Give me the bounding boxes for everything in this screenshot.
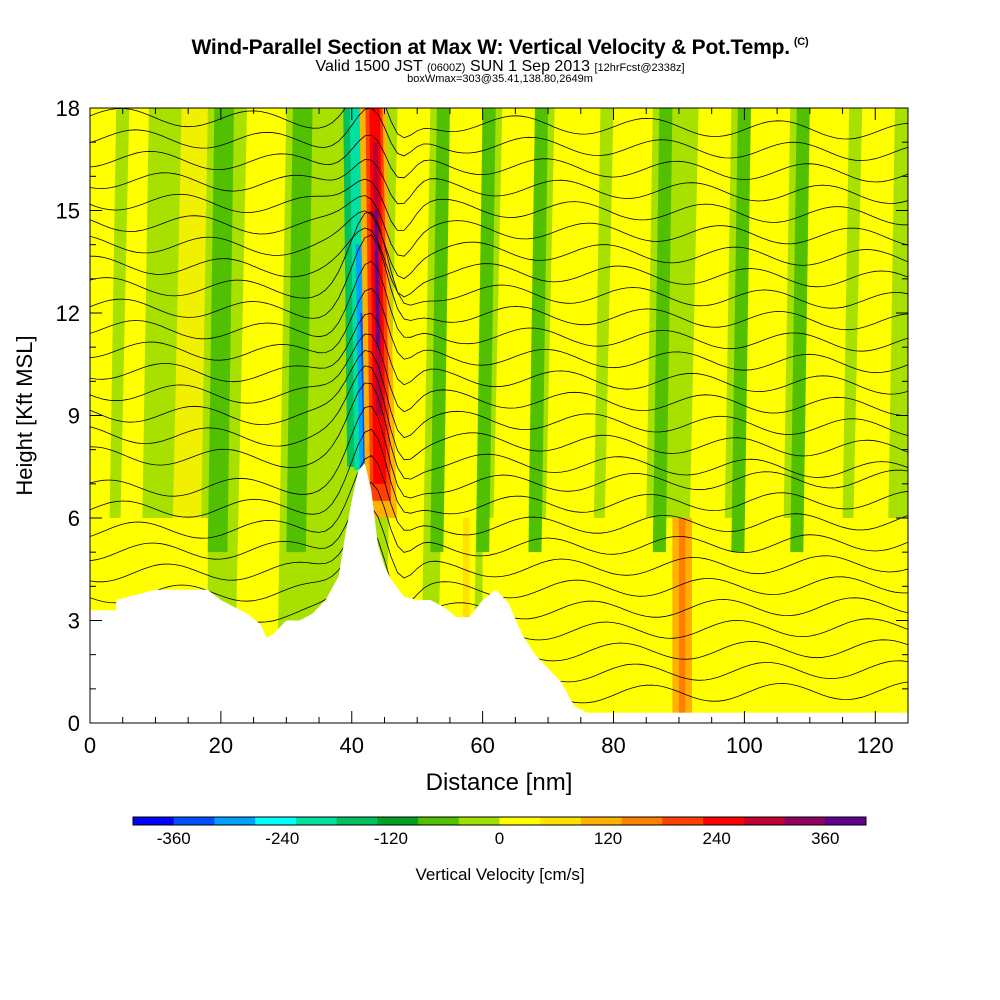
box-info: boxWmax=303@35.41,138.80,2649m	[407, 73, 593, 85]
colorbar-label: Vertical Velocity [cm/s]	[415, 865, 584, 884]
valid-utc: (0600Z)	[426, 62, 466, 74]
isentrope-line	[90, 178, 908, 232]
isentrope-line	[90, 211, 908, 309]
colorbar-frame	[132, 816, 867, 826]
colorbar-swatch	[662, 817, 704, 825]
colorbar-tick-label: 240	[702, 829, 730, 848]
isentrope-line	[90, 287, 908, 374]
isentrope-line	[90, 454, 908, 539]
colorbar-swatch	[377, 817, 419, 825]
valid-time: Valid 1500 JST	[315, 58, 423, 75]
colorbar-swatch	[499, 817, 541, 825]
isentrope-line	[90, 506, 908, 583]
colorbar-tick-label: -240	[265, 829, 299, 848]
y-tick-label: 9	[68, 404, 80, 429]
isentrope-line	[90, 108, 908, 161]
isentrope-line	[90, 134, 908, 183]
x-axis-label: Distance [nm]	[426, 769, 573, 796]
colorbar-swatch	[743, 817, 786, 825]
colorbar-tick-label: 120	[594, 829, 622, 848]
colorbar-swatch	[214, 817, 256, 825]
y-tick-label: 3	[68, 609, 80, 634]
colorbar-swatch	[255, 817, 297, 825]
downdraft-streak	[286, 108, 313, 553]
isentrope-line	[90, 210, 908, 280]
downdraft-streak	[476, 108, 496, 553]
colorbar-swatch	[825, 817, 867, 825]
isentrope-line	[90, 382, 908, 480]
isentrope-line	[90, 333, 908, 416]
x-tick-label: 120	[857, 733, 894, 758]
isentrope-line	[90, 312, 908, 395]
downdraft-streak	[430, 108, 450, 553]
colorbar-swatch	[703, 817, 745, 825]
colorbar-tick-label: 360	[811, 829, 839, 848]
x-tick-label: 0	[84, 733, 96, 758]
y-tick-label: 18	[56, 96, 80, 121]
isentrope-line	[90, 405, 908, 499]
colorbar-swatch	[580, 817, 623, 825]
plot-area	[90, 108, 908, 723]
y-tick-label: 15	[56, 199, 80, 224]
forecast-info: [12hrFcst@2338z]	[594, 62, 685, 74]
isentrope-line	[90, 260, 908, 352]
chart-subtitle: Valid 1500 JST (0600Z) SUN 1 Sep 2013 [1…	[0, 58, 1000, 76]
colorbar-swatch	[621, 817, 663, 825]
x-tick-label: 60	[470, 733, 494, 758]
downdraft-streak	[528, 108, 549, 553]
downdraft-streak	[731, 108, 751, 553]
isentrope-line	[90, 428, 908, 518]
downdraft-streak	[652, 108, 673, 553]
colorbar-swatch	[418, 817, 460, 825]
colorbar-swatch	[133, 817, 175, 825]
axes: 0 20 40 60 80 100 120 0 3 6 9 12 15 18 Distance [nm] He…	[12, 96, 909, 796]
x-tick-label: 40	[340, 733, 364, 758]
isentrope-line	[90, 234, 908, 331]
isentrope-line	[90, 159, 908, 205]
title-block: Wind-Parallel Section at Max W: Vertical…	[0, 36, 1000, 85]
weak-updraft-column	[678, 518, 686, 713]
colorbar-swatch	[295, 817, 338, 825]
updraft-core	[374, 210, 380, 348]
downdraft-streak	[790, 108, 810, 553]
colorbar: -360 -240 -120 0 120 240 360 Vertical Velocity …	[132, 816, 867, 884]
updraft-streak	[436, 108, 483, 723]
isentrope-line	[90, 481, 908, 562]
colorbar-tick-label: 0	[495, 829, 504, 848]
x-tick-label: 80	[601, 733, 625, 758]
colorbar-tick-label: -360	[157, 829, 191, 848]
isentrope-line	[90, 108, 908, 140]
terrain	[90, 463, 908, 723]
chart-title: Wind-Parallel Section at Max W: Vertical…	[0, 36, 1000, 60]
colorbar-swatch	[784, 817, 826, 825]
y-tick-label: 12	[56, 301, 80, 326]
isentrope-line	[90, 349, 908, 439]
x-tick-label: 20	[209, 733, 233, 758]
x-tick-label: 100	[726, 733, 763, 758]
colorbar-swatch	[173, 817, 215, 825]
chart-title-text: Wind-Parallel Section at Max W: Vertical…	[191, 36, 791, 59]
isentrope-line	[90, 365, 908, 461]
valid-date: SUN 1 Sep 2013	[469, 58, 591, 75]
updraft-streak	[233, 108, 287, 723]
isentrope-line	[90, 227, 908, 298]
colorbar-swatch	[540, 817, 582, 825]
y-tick-label: 0	[68, 711, 80, 736]
copyright-mark: (C)	[793, 36, 809, 48]
colorbar-swatch	[458, 817, 500, 825]
isentrope-line	[90, 195, 908, 257]
y-tick-label: 6	[68, 506, 80, 531]
colorbar-swatch	[336, 817, 378, 825]
colorbar-tick-label: -120	[374, 829, 408, 848]
y-axis-label: Height [Kft MSL]	[12, 335, 37, 495]
